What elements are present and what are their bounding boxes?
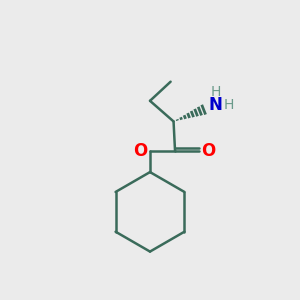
Text: O: O <box>202 142 216 160</box>
Text: N: N <box>209 96 223 114</box>
Text: O: O <box>134 142 148 160</box>
Text: H: H <box>224 98 234 112</box>
Text: H: H <box>211 85 221 99</box>
